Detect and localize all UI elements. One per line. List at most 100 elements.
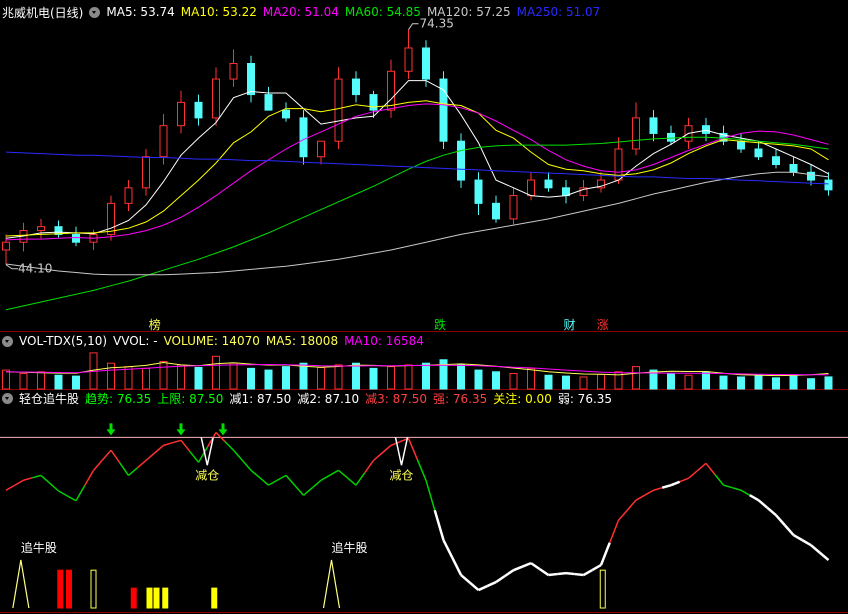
legend-item: MA20: 51.04 [262, 5, 339, 19]
volume-bar [369, 367, 378, 390]
trend-segment [215, 431, 226, 442]
trend-segment [653, 486, 663, 491]
main-header: 兆威机电(日线) MA5: 53.74 MA10: 53.22 MA20: 51.0… [2, 4, 600, 20]
volume-bar [387, 366, 395, 390]
candle-body [247, 63, 255, 96]
candle-body [264, 94, 273, 111]
ma-line [5, 151, 829, 185]
panel-title: VOL-TDX(5,10) [19, 334, 108, 348]
low-annotation: 44.10 [18, 262, 52, 276]
legend-item: 上限: 87.50 [157, 391, 224, 406]
volume-bar [2, 369, 10, 390]
volume-bar [72, 375, 80, 390]
signal-bar [146, 587, 153, 609]
trend-segment [136, 459, 147, 469]
legend-item: 弱: 76.35 [557, 391, 613, 406]
trend-segment [75, 485, 86, 502]
candle-body [544, 179, 553, 189]
volume-bar [177, 364, 185, 390]
trend-segment [294, 484, 305, 496]
menu-icon[interactable] [2, 335, 13, 347]
menu-icon[interactable] [2, 392, 13, 404]
trend-segment [749, 494, 760, 502]
trend-segment [521, 561, 532, 568]
trend-segment [276, 474, 287, 481]
legend-item: MA5: 18008 [265, 334, 339, 348]
legend-item: MA60: 54.85 [344, 5, 421, 19]
ma-line [5, 103, 829, 241]
trend-segment [416, 459, 427, 481]
ma-line [5, 136, 829, 311]
legend-item: 减2: 87.10 [297, 391, 360, 406]
volume-bar [124, 366, 133, 390]
candle-body [142, 156, 150, 189]
trend-segment [373, 452, 383, 461]
trend-segment [346, 477, 357, 486]
peak-signal [12, 559, 30, 609]
signal-bar [66, 569, 72, 609]
legend-item: VOLUME: 14070 [163, 334, 260, 348]
trend-segment [757, 499, 769, 509]
ma-line [5, 171, 829, 276]
volume-bar [457, 364, 465, 390]
buy-arrow [176, 423, 186, 436]
trend-segment [268, 479, 278, 486]
trend-segment [303, 487, 313, 496]
panel-title: 轻仓追牛股 [19, 391, 80, 406]
volume-bar [439, 359, 448, 390]
trend-segment [224, 440, 235, 451]
volume-bar [789, 375, 798, 390]
trend-segment [154, 444, 164, 454]
trend-segment [425, 480, 436, 511]
trend-segment [591, 564, 602, 572]
candle-body [492, 202, 500, 220]
trend-segment [565, 571, 575, 576]
trend-segment [714, 473, 725, 486]
trend-segment [504, 569, 515, 578]
candle-body [754, 148, 763, 158]
trend-segment [84, 469, 95, 486]
signal-bar [211, 587, 218, 609]
volume-bar [212, 355, 220, 390]
chart-title: 兆威机电(日线) [2, 5, 84, 20]
volume-ma-line [5, 363, 829, 376]
ma-line [5, 80, 829, 239]
volume-bar [614, 371, 623, 390]
menu-icon[interactable] [89, 6, 101, 18]
trend-segment [32, 474, 42, 479]
trend-segment [355, 472, 366, 486]
volume-bar [597, 373, 605, 390]
legend-item: MA120: 57.25 [426, 5, 511, 19]
trend-segment [451, 557, 463, 576]
trend-segment [723, 484, 733, 489]
reduce-label: 减仓 [389, 468, 413, 482]
volume-bar [474, 369, 483, 390]
candle-body [824, 179, 833, 191]
volume-bar [667, 373, 675, 390]
volume-bar [527, 367, 535, 390]
volume-bar [107, 362, 115, 390]
signal-bar [57, 569, 64, 609]
trend-segment [49, 482, 59, 492]
trend-segment [197, 447, 208, 463]
legend-item: 关注: 0.00 [493, 391, 552, 406]
trend-segment [390, 441, 401, 447]
volume-bar [702, 371, 710, 390]
volume-bar [247, 367, 255, 390]
volume-bar [719, 375, 728, 390]
trend-segment [128, 467, 138, 476]
trend-segment [66, 495, 77, 502]
trend-segment [14, 479, 24, 486]
candle-body [527, 179, 535, 197]
legend-item: MA10: 53.22 [180, 5, 257, 19]
trend-segment [101, 449, 112, 461]
trend-segment [705, 462, 716, 475]
volume-bar [772, 377, 780, 390]
volume-bar [54, 374, 63, 390]
trend-segment [513, 565, 523, 572]
trend-segment [259, 477, 269, 486]
volume-bar [352, 362, 360, 390]
trend-segment [557, 571, 567, 576]
buy-arrow [106, 423, 116, 436]
